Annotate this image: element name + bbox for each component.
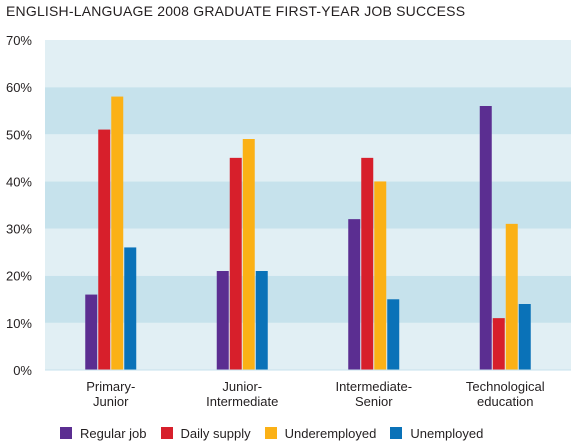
legend: Regular job Daily supply Underemployed Unem… xyxy=(60,424,497,442)
legend-label: Regular job xyxy=(80,425,147,441)
bar-unemployed xyxy=(518,304,531,370)
x-tick-label: Intermediate- xyxy=(335,379,412,394)
y-tick-label: 30% xyxy=(6,222,32,237)
chart-title: ENGLISH-LANGUAGE 2008 GRADUATE FIRST-YEA… xyxy=(6,3,466,19)
y-tick-label: 60% xyxy=(6,80,32,95)
y-tick-label: 70% xyxy=(6,33,32,48)
legend-item: Underemployed xyxy=(264,425,377,441)
legend-swatch xyxy=(390,427,403,439)
bar-daily-supply xyxy=(98,129,111,370)
legend-label: Unemployed xyxy=(410,425,484,441)
bar-underemployed xyxy=(505,223,518,370)
y-tick-label: 40% xyxy=(6,174,32,189)
grid-band xyxy=(45,134,571,182)
bar-unemployed xyxy=(255,271,268,370)
bar-underemployed xyxy=(242,139,255,370)
legend-label: Underemployed xyxy=(284,425,377,441)
x-tick-label: education xyxy=(477,394,533,409)
legend-item: Daily supply xyxy=(160,425,251,441)
legend-swatch xyxy=(264,427,277,439)
legend-item: Unemployed xyxy=(390,426,483,441)
bar-regular-job xyxy=(348,219,361,370)
grid-band xyxy=(45,40,571,88)
legend-item: Regular job xyxy=(60,426,147,441)
grid-band xyxy=(45,181,571,229)
y-tick-label: 50% xyxy=(6,127,32,142)
y-tick-label: 10% xyxy=(6,316,32,331)
bar-regular-job xyxy=(479,106,492,370)
y-axis: 0% 10% 20% 30% 40% 50% 60% 70% xyxy=(6,33,32,378)
bar-underemployed xyxy=(111,96,124,371)
grid-band xyxy=(45,322,571,370)
legend-swatch xyxy=(60,427,72,439)
bars xyxy=(85,96,531,371)
grid-band xyxy=(45,228,571,276)
x-tick-label: Junior xyxy=(93,394,129,409)
x-axis: Primary-Junior Junior-Intermediate Interme… xyxy=(45,369,571,409)
y-tick-label: 0% xyxy=(13,363,32,378)
bar-unemployed xyxy=(124,247,137,370)
x-tick-label: Primary- xyxy=(86,379,135,394)
bar-regular-job xyxy=(85,294,98,370)
bar-underemployed xyxy=(374,181,387,370)
x-tick-label: Technological xyxy=(466,379,545,394)
bar-daily-supply xyxy=(361,157,374,370)
grid-band xyxy=(45,87,571,135)
bar-unemployed xyxy=(387,299,400,370)
bar-regular-job xyxy=(216,271,229,370)
chart-background-bands xyxy=(45,40,571,370)
x-tick-label: Senior xyxy=(355,394,393,409)
y-tick-label: 20% xyxy=(6,269,32,284)
grid-band xyxy=(45,275,571,323)
legend-label: Daily supply xyxy=(180,425,251,441)
bar-daily-supply xyxy=(229,157,242,370)
x-tick-label: Junior- xyxy=(222,379,262,394)
legend-swatch xyxy=(160,427,173,439)
x-tick-label: Intermediate xyxy=(206,394,278,409)
bar-daily-supply xyxy=(492,318,505,370)
